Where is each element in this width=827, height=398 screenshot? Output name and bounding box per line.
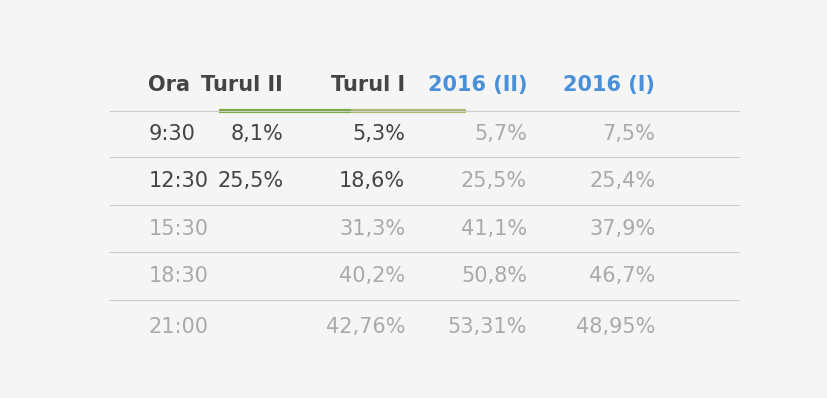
Text: 21:00: 21:00 <box>148 317 208 337</box>
Text: 53,31%: 53,31% <box>447 317 526 337</box>
Text: 18:30: 18:30 <box>148 266 208 286</box>
Text: 18,6%: 18,6% <box>338 171 404 191</box>
Text: 37,9%: 37,9% <box>588 219 655 238</box>
Text: 25,5%: 25,5% <box>217 171 283 191</box>
Text: 42,76%: 42,76% <box>325 317 404 337</box>
Text: Turul II: Turul II <box>201 74 283 95</box>
Text: 25,4%: 25,4% <box>589 171 655 191</box>
Text: Turul I: Turul I <box>331 74 404 95</box>
Text: 7,5%: 7,5% <box>602 123 655 144</box>
Text: 41,1%: 41,1% <box>461 219 526 238</box>
Text: 40,2%: 40,2% <box>338 266 404 286</box>
Text: Ora: Ora <box>148 74 190 95</box>
Text: 5,7%: 5,7% <box>474 123 526 144</box>
Text: 2016 (II): 2016 (II) <box>427 74 526 95</box>
Text: 46,7%: 46,7% <box>588 266 655 286</box>
Text: 5,3%: 5,3% <box>351 123 404 144</box>
Text: 25,5%: 25,5% <box>461 171 526 191</box>
Text: 8,1%: 8,1% <box>230 123 283 144</box>
Text: 50,8%: 50,8% <box>461 266 526 286</box>
Text: 12:30: 12:30 <box>148 171 208 191</box>
Text: 31,3%: 31,3% <box>338 219 404 238</box>
Text: 48,95%: 48,95% <box>576 317 655 337</box>
Text: 9:30: 9:30 <box>148 123 195 144</box>
Text: 15:30: 15:30 <box>148 219 208 238</box>
Text: 2016 (I): 2016 (I) <box>563 74 655 95</box>
